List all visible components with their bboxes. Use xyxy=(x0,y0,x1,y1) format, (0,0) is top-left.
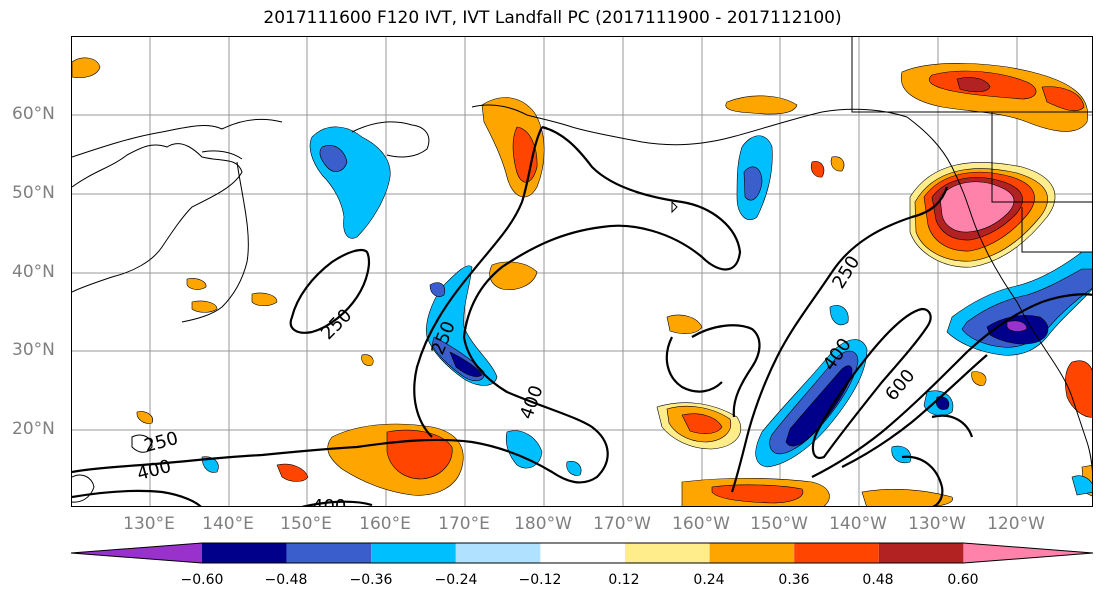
colorbar-tick-neg036: −0.36 xyxy=(349,572,393,588)
coastlines xyxy=(72,37,1092,503)
colorbar-segments xyxy=(71,542,1094,564)
colorbar-tick-neg060: −0.60 xyxy=(180,572,224,588)
negative-pc-shading xyxy=(201,126,1092,496)
colorbar-segment xyxy=(709,543,795,563)
lon-label-140e: 140°E xyxy=(202,514,254,534)
colorbar-segment xyxy=(540,543,625,563)
contour-label-600: 600 xyxy=(881,365,919,405)
colorbar-segment xyxy=(371,543,456,563)
lon-label-130w: 130°W xyxy=(908,514,966,534)
lon-label-160w: 160°W xyxy=(672,514,730,534)
colorbar-segment xyxy=(794,543,879,563)
lon-label-180w: 180°W xyxy=(514,514,572,534)
colorbar xyxy=(71,542,1094,564)
colorbar-segment xyxy=(963,543,1093,563)
colorbar-segment xyxy=(878,543,964,563)
colorbar-segment xyxy=(455,543,541,563)
map-panel: 250 250 250 250 400 400 400 400 600 xyxy=(71,36,1093,507)
lat-label-40n: 40°N xyxy=(12,262,55,282)
colorbar-segment xyxy=(202,543,287,563)
colorbar-segment xyxy=(625,543,710,563)
positive-pc-shading xyxy=(72,57,1092,506)
ivt-contours xyxy=(72,125,1092,506)
colorbar-segment xyxy=(71,543,202,563)
lon-label-130e: 130°E xyxy=(123,514,175,534)
lat-label-30n: 30°N xyxy=(12,340,55,360)
lat-label-60n: 60°N xyxy=(12,104,55,124)
contour-label-250-a: 250 xyxy=(317,305,356,344)
contour-label-400-c: 400 xyxy=(135,456,174,485)
colorbar-tick-neg024: −0.24 xyxy=(434,572,478,588)
contour-label-400-a: 400 xyxy=(516,383,547,422)
colorbar-tick-neg012: −0.12 xyxy=(518,572,562,588)
lon-label-150e: 150°E xyxy=(280,514,332,534)
map-title: 2017111600 F120 IVT, IVT Landfall PC (20… xyxy=(263,8,842,28)
colorbar-tick-060: 0.60 xyxy=(947,572,979,588)
lon-label-170e: 170°E xyxy=(438,514,490,534)
colorbar-outline xyxy=(71,542,1094,564)
contour-label-250-d: 250 xyxy=(142,428,181,457)
contour-label-400-d: 400 xyxy=(312,496,346,507)
map-canvas: 250 250 250 250 400 400 400 400 600 xyxy=(72,37,1092,507)
lon-label-140w: 140°W xyxy=(829,514,887,534)
colorbar-tick-012: 0.12 xyxy=(608,572,640,588)
lat-label-50n: 50°N xyxy=(12,183,55,203)
lon-label-150w: 150°W xyxy=(750,514,808,534)
graticule xyxy=(72,37,1092,506)
contour-labels: 250 250 250 250 400 400 400 400 600 xyxy=(135,252,920,507)
lon-label-120w: 120°W xyxy=(987,514,1045,534)
colorbar-segment xyxy=(286,543,372,563)
colorbar-tick-036: 0.36 xyxy=(778,572,810,588)
colorbar-tick-024: 0.24 xyxy=(693,572,725,588)
colorbar-tick-neg048: −0.48 xyxy=(264,572,308,588)
lon-label-160e: 160°E xyxy=(359,514,411,534)
colorbar-tick-048: 0.48 xyxy=(862,572,894,588)
lat-label-20n: 20°N xyxy=(12,419,55,439)
lon-label-170w: 170°W xyxy=(593,514,651,534)
